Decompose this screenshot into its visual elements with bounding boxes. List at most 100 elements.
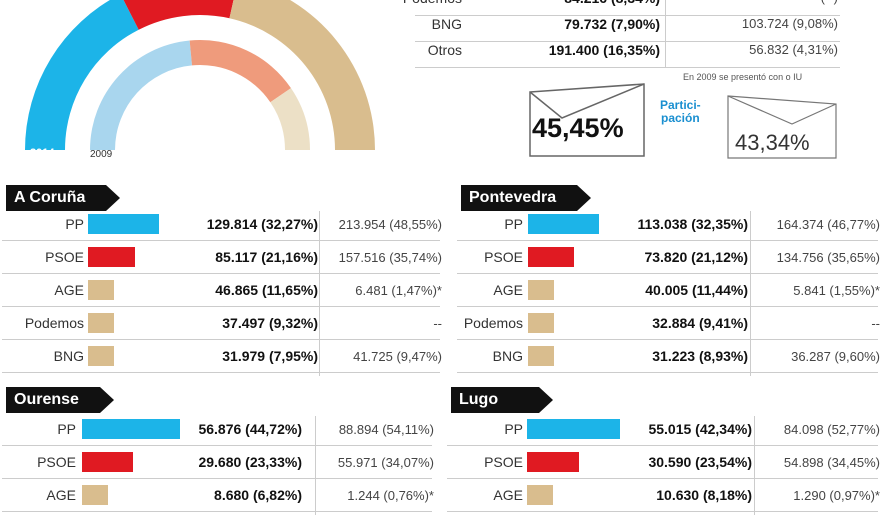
summary-divider [415,41,840,42]
party-label: PSOE [484,454,523,470]
summary-divider [415,67,840,68]
semicircle-chart [25,0,375,150]
row-divider [457,240,878,241]
vote-value: 129.814 (32,27%) [206,216,318,232]
participation-label: Partici- pación [660,98,701,125]
row-divider [2,445,432,446]
row-divider [457,273,878,274]
vote-value-2009: 134.756 (35,65%) [776,250,880,265]
vote-bar [88,313,114,333]
party-label: AGE [54,282,84,298]
vote-bar [527,452,579,472]
province-title: Lugo [451,387,553,413]
summary-column-divider [665,0,666,68]
party-label: BNG [492,348,523,364]
province-title: Ourense [6,387,114,413]
row-divider [447,445,878,446]
province-title: Pontevedra [461,185,591,211]
province-title: A Coruña [6,185,120,211]
summary-party: Otros [427,42,462,58]
participation-2014-envelope [529,83,645,157]
row-divider [457,306,878,307]
vote-value: 113.038 (32,35%) [637,216,748,232]
arc-2009-otros [270,88,310,150]
row-divider [457,339,878,340]
vote-value-2009: 1.290 (0,97%)* [793,488,880,503]
party-label: PP [504,216,523,232]
vote-value-2009: 213.954 (48,55%) [338,217,442,232]
party-label: PSOE [484,249,523,265]
row-divider [2,339,440,340]
vote-value: 40.005 (11,44%) [645,282,748,298]
party-label: AGE [46,487,76,503]
row-divider [457,372,878,373]
participation-2009-envelope [727,95,837,159]
row-divider [447,478,878,479]
party-label: PP [57,421,76,437]
vote-value: 37.497 (9,32%) [222,315,318,331]
vote-value-2009: 88.894 (54,11%) [338,422,434,437]
vote-bar [82,485,108,505]
vote-bar [82,452,134,472]
vote-bar [528,247,575,267]
vote-value-2009: 164.374 (46,77%) [776,217,880,232]
column-divider [319,211,320,376]
participation-2009: 43,34% [735,130,810,155]
party-label: BNG [53,348,84,364]
vote-bar [88,214,159,234]
summary-party: Podemos [380,0,462,6]
vote-value-2009: 157.516 (35,74%) [338,250,442,265]
summary-value: 79.732 (7,90%) [564,16,660,32]
party-label: PP [65,216,84,232]
row-divider [2,273,440,274]
party-label: PSOE [45,249,84,265]
vote-value: 46.865 (11,65%) [215,282,318,298]
vote-bar [528,346,554,366]
vote-bar [528,313,554,333]
vote-value-2009: -- [433,316,442,331]
vote-bar [528,214,600,234]
vote-value-2009: 41.725 (9,47%) [353,349,442,364]
row-divider [2,240,440,241]
arc-2014-psoe [123,0,234,30]
vote-bar [88,247,135,267]
vote-bar [82,419,181,439]
row-divider [2,478,432,479]
vote-bar [527,485,553,505]
summary-old-value: 56.832 (4,31%) [749,42,838,57]
vote-value: 73.820 (21,12%) [644,249,748,265]
vote-value-2009: 54.898 (34,45%) [783,455,880,470]
vote-value: 10.630 (8,18%) [656,487,752,503]
summary-party: BNG [431,16,462,32]
vote-bar [528,280,554,300]
party-label: PP [504,421,523,437]
column-divider [315,416,316,515]
row-divider [2,511,432,512]
vote-bar [88,346,114,366]
arc-2014-pp [25,0,139,150]
vote-value: 85.117 (21,16%) [215,249,318,265]
vote-value-2009: 1.244 (0,76%)* [347,488,434,503]
party-label: Podemos [24,315,84,331]
party-label: PSOE [37,454,76,470]
row-divider [2,372,440,373]
vote-value-2009: 5.841 (1,55%)* [793,283,880,298]
vote-value: 55.015 (42,34%) [648,421,752,437]
vote-bar [88,280,114,300]
vote-value: 32.884 (9,41%) [652,315,748,331]
vote-bar [527,419,621,439]
vote-value: 30.590 (23,54%) [648,454,752,470]
party-label: AGE [493,487,523,503]
arc-2014-otros [229,0,375,150]
label-2009: 2009 [90,149,113,160]
summary-old-value: --(--) [670,0,838,5]
row-divider [2,306,440,307]
party-label: AGE [493,282,523,298]
column-divider [750,211,751,376]
vote-value: 56.876 (44,72%) [198,421,302,437]
vote-value-2009: 84.098 (52,77%) [783,422,880,437]
party-label: Podemos [463,315,523,331]
vote-value: 31.979 (7,95%) [222,348,318,364]
vote-value: 29.680 (23,33%) [198,454,302,470]
vote-value: 8.680 (6,82%) [214,487,302,503]
